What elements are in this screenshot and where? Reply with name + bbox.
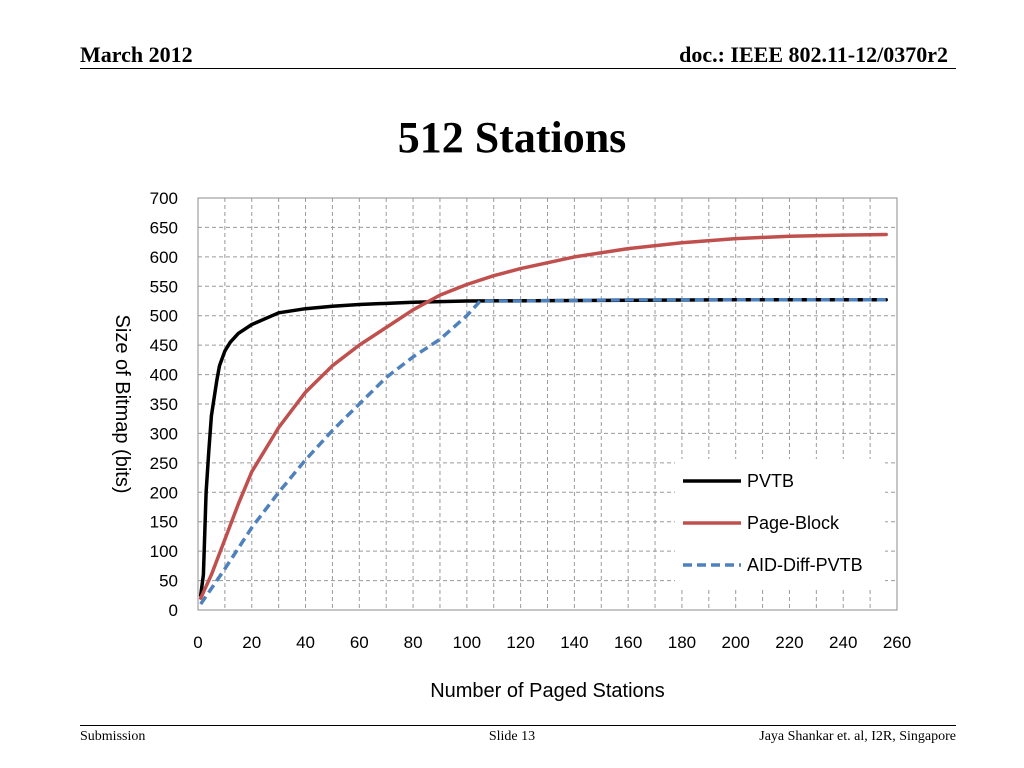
chart-axes: 0501001502002503003504004505005506006507… [150, 189, 912, 652]
x-tick-label: 240 [829, 633, 857, 652]
x-tick-label: 180 [668, 633, 696, 652]
y-tick-label: 650 [150, 218, 178, 237]
header-divider [80, 68, 956, 69]
y-tick-label: 0 [169, 601, 178, 620]
x-tick-label: 260 [883, 633, 911, 652]
y-axis-title: Size of Bitmap (bits) [111, 315, 133, 494]
y-tick-label: 50 [159, 572, 178, 591]
y-tick-label: 500 [150, 307, 178, 326]
y-tick-label: 150 [150, 513, 178, 532]
y-tick-label: 300 [150, 424, 178, 443]
footer-authors: Jaya Shankar et. al, I2R, Singapore [759, 729, 956, 744]
y-tick-label: 450 [150, 336, 178, 355]
plot-border [197, 197, 898, 611]
footer-submission: Submission [80, 729, 146, 744]
x-tick-label: 160 [614, 633, 642, 652]
x-tick-label: 20 [242, 633, 261, 652]
y-tick-label: 600 [150, 248, 178, 267]
x-tick-label: 80 [404, 633, 423, 652]
x-tick-label: 0 [193, 633, 202, 652]
x-tick-label: 200 [722, 633, 750, 652]
x-tick-label: 100 [453, 633, 481, 652]
y-tick-label: 200 [150, 483, 178, 502]
x-tick-label: 140 [560, 633, 588, 652]
x-tick-label: 120 [506, 633, 534, 652]
y-tick-label: 100 [150, 542, 178, 561]
x-tick-label: 220 [775, 633, 803, 652]
header-doc-id: doc.: IEEE 802.11-12/0370r2 [679, 42, 948, 67]
chart: 0 50 100 150 200 250 300 350 400 450 500 550 600 650 7… [100, 180, 930, 710]
series-line-aid-diff-pvtb [199, 298, 887, 606]
y-tick-label: 400 [150, 366, 178, 385]
y-tick-label: 550 [150, 277, 178, 296]
y-tick-label: 350 [150, 395, 178, 414]
chart-series [198, 232, 888, 606]
chart-axis-labels: Number of Paged Stations Size of Bitmap (… [111, 315, 665, 702]
x-tick-label: 40 [296, 633, 315, 652]
chart-legend: PVTB Page-Block AID-Diff-PVTB [675, 459, 885, 589]
legend-label: AID-Diff-PVTB [747, 555, 863, 575]
x-tick-label: 60 [350, 633, 369, 652]
x-axis-title: Number of Paged Stations [430, 680, 665, 702]
y-tick-label: 250 [150, 454, 178, 473]
header-date: March 2012 [80, 42, 193, 67]
legend-label: PVTB [747, 471, 794, 491]
chart-canvas: 0501001502002503003504004505005506006507… [111, 189, 912, 702]
slide-title: 512 Stations [397, 113, 627, 162]
series-line-page-block [198, 232, 888, 600]
footer-divider [80, 725, 956, 726]
footer-slide-number: Slide 13 [488, 729, 536, 744]
y-tick-label: 700 [150, 189, 178, 208]
legend-label: Page-Block [747, 513, 840, 533]
series-line-pvtb [198, 298, 888, 598]
